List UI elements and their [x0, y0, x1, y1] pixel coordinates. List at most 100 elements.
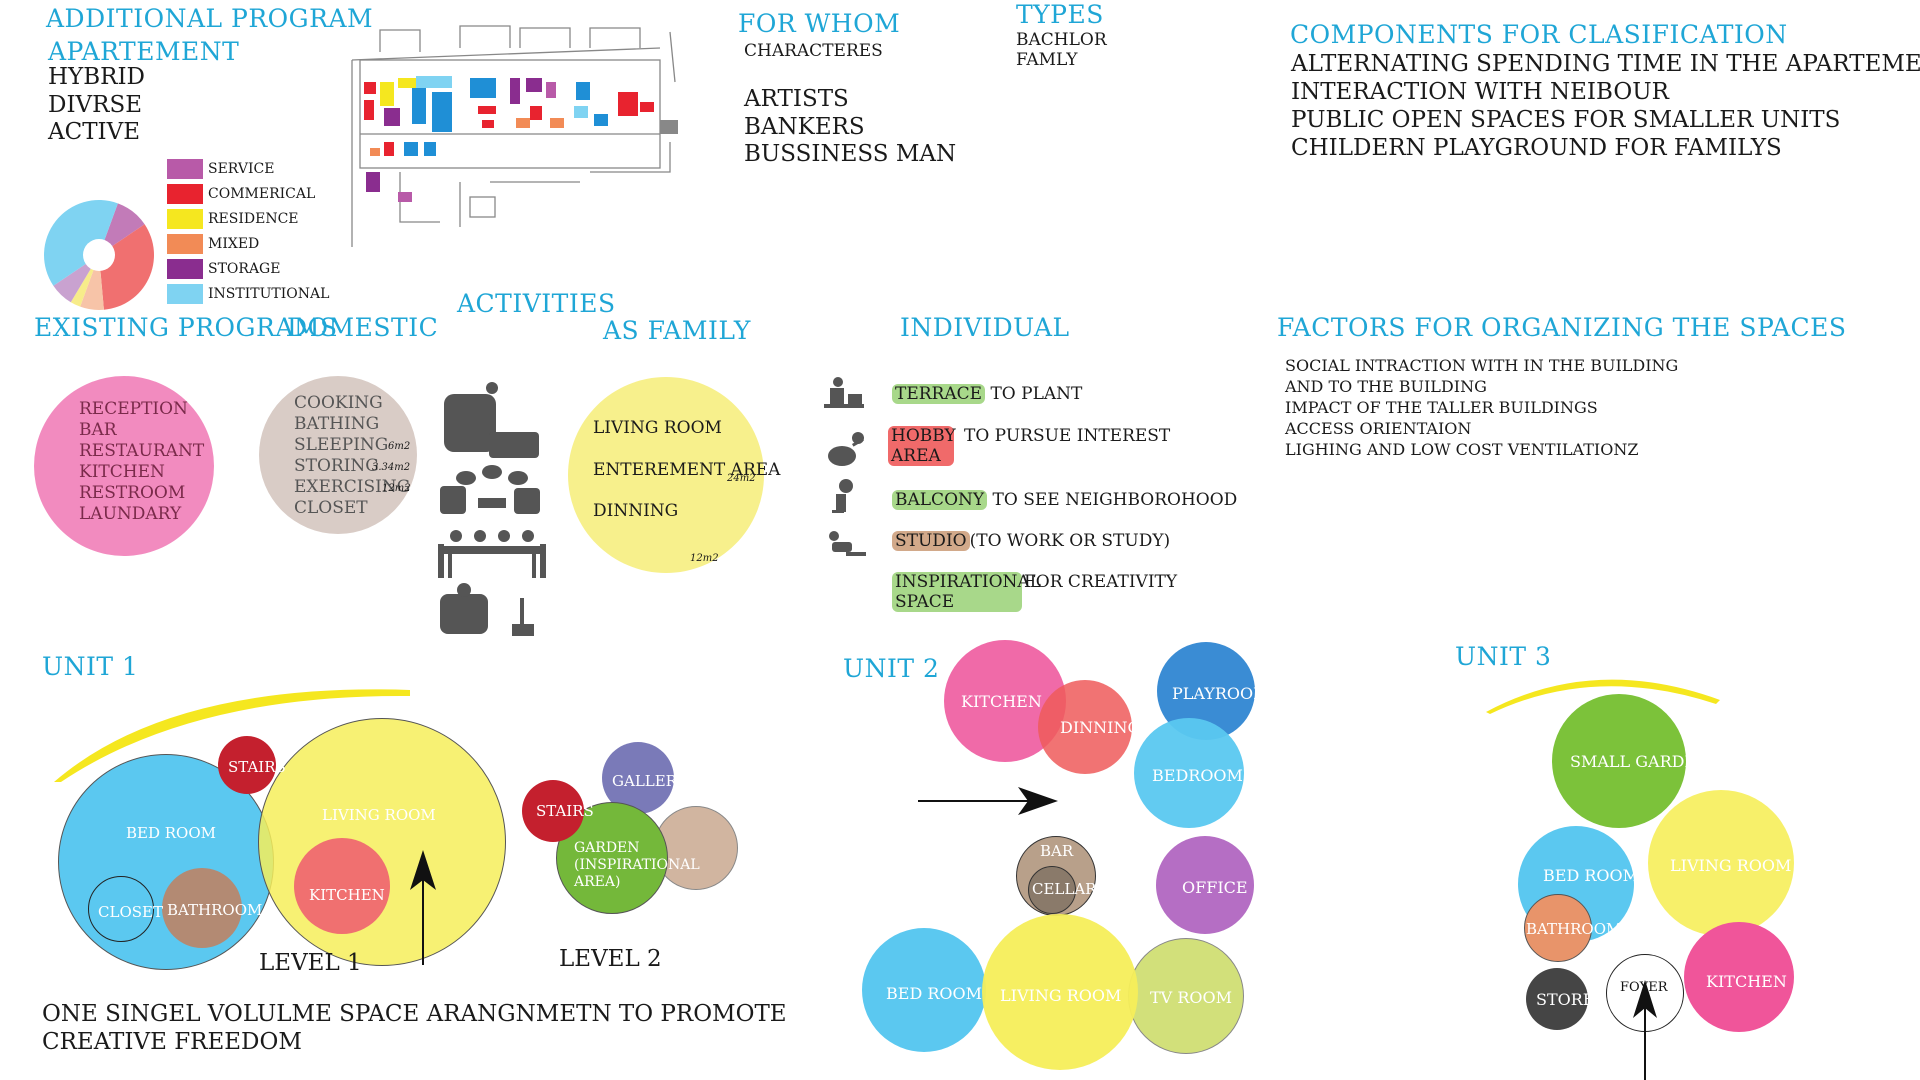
guitar-icon	[828, 432, 864, 466]
unit1-level2-extra-circle	[654, 806, 738, 890]
component-item: CHILDERN PLAYGROUND FOR FAMILYS	[1291, 135, 1782, 161]
donut-slice	[44, 200, 118, 286]
activities-title: ACTIVITIES	[457, 289, 616, 318]
unit3-bathroom-circle	[1524, 894, 1592, 962]
domestic-note: 3.34m2	[372, 462, 411, 473]
characteres-label: CHARACTERES	[744, 41, 883, 61]
family-activities-icons	[438, 382, 546, 636]
unit1-caption: ONE SINGEL VOLULME SPACE ARANGNMETN TO P…	[42, 1000, 787, 1056]
individual-title: INDIVIDUAL	[900, 313, 1070, 342]
existing-item: KITCHEN	[79, 462, 165, 482]
character-list: ARTISTS BANKERS BUSSINESS MAN	[744, 86, 956, 169]
gardening-icon	[824, 377, 864, 408]
legend-item: SERVICE	[167, 156, 329, 181]
individual-icons	[824, 377, 866, 556]
unit1-bed-room-label: BED ROOM	[126, 824, 217, 842]
unit1-entry-arrow	[410, 850, 436, 965]
unit1-stairs2-label: STAIRS	[536, 802, 594, 820]
legend-swatch	[167, 258, 203, 279]
individual-text: TO SEE NEIGHBOROHOOD	[992, 490, 1238, 510]
unit2-bed-room-label: BED ROOM	[886, 984, 983, 1003]
unit1-kitchen-label: KITCHEN	[309, 886, 385, 904]
unit3-small-garden-label: SMALL GARDEN	[1570, 752, 1711, 771]
legend-item: COMMERICAL	[167, 181, 329, 206]
program-legend: SERVICE COMMERICAL RESIDENCE MIXED STORA…	[167, 156, 329, 306]
unit2-dinning-label: DINNING	[1060, 718, 1141, 737]
family-item: DINNING	[593, 501, 679, 521]
unit2-living-room-label: LIVING ROOM	[1000, 986, 1122, 1005]
unit3-store-label: STORE	[1536, 990, 1595, 1009]
domestic-note: 12m2	[382, 483, 411, 494]
unit1-stairs2-circle	[522, 780, 584, 842]
program-donut-chart	[44, 200, 154, 310]
individual-item: BALCONY TO SEE NEIGHBOROHOOD	[892, 490, 1237, 510]
domestic-circle	[259, 376, 417, 534]
existing-programs-title: EXISTING PROGRAMS	[34, 313, 338, 342]
factor-item: LIGHING AND LOW COST VENTILATIONZ	[1285, 440, 1639, 459]
unit2-cellar-circle	[1028, 866, 1076, 914]
legend-swatch	[167, 208, 203, 229]
individual-text: (TO WORK OR STUDY)	[969, 531, 1171, 551]
unit1-garden-label: GARDEN (INSPIRATIONAL AREA)	[574, 840, 700, 890]
unit1-bathroom-label: BATHROOM	[167, 901, 263, 919]
individual-text: TO PURSUE INTEREST	[964, 426, 1171, 446]
unit2-kitchen-label: KITCHEN	[961, 692, 1042, 711]
factor-item: SOCIAL INTRACTION WITH IN THE BUILDING	[1285, 356, 1679, 375]
apartement-title: APARTEMENT	[48, 37, 240, 66]
unit3-bathroom-label: BATHROOM	[1526, 920, 1622, 938]
unit3-living-room-circle	[1648, 790, 1794, 936]
unit1-title: UNIT 1	[42, 652, 139, 681]
character-item: BUSSINESS MAN	[744, 141, 957, 168]
unit1-level1-label: LEVEL 1	[259, 950, 362, 976]
individual-text: TO PLANT	[990, 384, 1083, 404]
donut-slice	[99, 224, 154, 310]
types-list: BACHLOR FAMLY	[1016, 30, 1107, 71]
for-whom-title: FOR WHOM	[738, 9, 901, 38]
domestic-item: STORING	[294, 456, 379, 476]
conversation-icon	[440, 465, 540, 514]
legend-item: INSTITUTIONAL	[167, 281, 329, 306]
components-list: ALTERNATING SPENDING TIME IN THE APARTEM…	[1291, 50, 1920, 162]
existing-item: RECEPTION	[79, 399, 188, 419]
watching-tv-icon	[440, 583, 534, 636]
factor-item: AND TO THE BUILDING	[1285, 377, 1487, 396]
legend-item: STORAGE	[167, 256, 329, 281]
individual-tag: BALCONY	[892, 490, 988, 510]
factor-item: ACCESS ORIENTAION	[1285, 419, 1472, 438]
family-item: ENTEREMENT AREA	[593, 460, 781, 480]
component-item: PUBLIC OPEN SPACES FOR SMALLER UNITS	[1291, 107, 1841, 133]
character-item: BANKERS	[744, 113, 865, 140]
factors-title: FACTORS FOR ORGANIZING THE SPACES	[1277, 313, 1847, 342]
legend-swatch	[167, 233, 203, 254]
unit2-bedroom-circle	[1134, 718, 1244, 828]
unit2-playroom-label: PLAYROOM	[1172, 684, 1270, 703]
unit3-entry-arrow	[1633, 980, 1657, 1080]
unit3-kitchen-label: KITCHEN	[1706, 972, 1787, 991]
unit1-gallery-label: GALLERY	[612, 772, 687, 790]
as-family-title: AS FAMILY	[603, 316, 751, 345]
unit2-bed-room-circle	[862, 928, 986, 1052]
individual-tag: HOBBY AREA	[888, 426, 956, 466]
family-note: 12m2	[690, 553, 719, 564]
domestic-title: DOMESTIC	[287, 313, 439, 342]
unit2-title: UNIT 2	[843, 654, 940, 683]
unit2-dinning-circle	[1038, 680, 1132, 774]
unit1-living-room-label: LIVING ROOM	[322, 806, 436, 824]
component-item: ALTERNATING SPENDING TIME IN THE APARTEM…	[1291, 51, 1920, 77]
family-item: LIVING ROOM	[593, 418, 722, 438]
unit1-stairs-circle	[218, 736, 276, 794]
additional-program-title: ADDITIONAL PROGRAM	[46, 4, 374, 33]
unit2-office-label: OFFICE	[1182, 878, 1248, 897]
site-plan-map	[351, 25, 678, 247]
existing-item: RESTROOM	[79, 483, 186, 503]
domestic-note: 6m2	[388, 441, 411, 452]
existing-programs-circle	[34, 376, 214, 556]
character-item: ARTISTS	[744, 86, 849, 112]
armchair-icon	[444, 382, 539, 458]
laptop-icon	[829, 531, 866, 556]
as-family-circle	[568, 377, 764, 573]
unit1-caption-line: ONE SINGEL VOLULME SPACE ARANGNMETN TO P…	[42, 1001, 787, 1027]
legend-swatch	[167, 158, 203, 179]
individual-text: FOR CREATIVITY	[1024, 572, 1178, 592]
unit1-stairs-label: STAIRS	[228, 758, 286, 776]
